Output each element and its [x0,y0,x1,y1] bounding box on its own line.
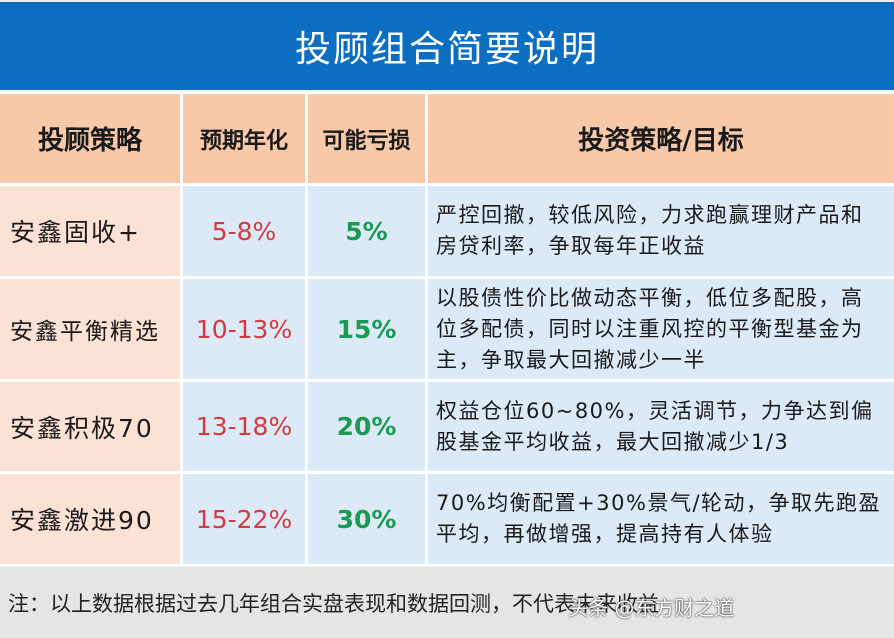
page-title: 投顾组合简要说明 [294,29,599,70]
row-1-strategy: 严控回撤，较低风险，力求跑赢理财产品和房贷利率，争取每年正收益 [428,186,894,276]
row-1-name: 安鑫固收+ [0,186,180,276]
row-1-expected-return: 5-8% [183,186,305,276]
row-3-strategy: 权益仓位60~80%，灵活调节，力争达到偏股基金平均收益，最大回撤减少1/3 [428,382,894,471]
title-banner: 投顾组合简要说明 [0,0,894,90]
watermark: 头条 @东方财之道 [568,596,735,620]
row-3-expected-return: 13-18% [183,382,305,471]
header-possible-loss: 可能亏损 [308,94,425,183]
row-1-possible-loss: 5% [308,186,425,276]
header-strategy: 投顾策略 [0,94,180,183]
row-3-possible-loss: 20% [308,382,425,471]
row-2-name: 安鑫平衡精选 [0,279,180,379]
row-4-strategy: 70%均衡配置+30%景气/轮动，争取先跑盈平均，再做增强，提高持有人体验 [428,474,894,564]
header-investment-goal: 投资策略/目标 [428,94,894,183]
footnote-text: 注：以上数据根据过去几年组合实盘表现和数据回测，不代表未来收益 [8,591,659,616]
row-4-expected-return: 15-22% [183,474,305,564]
portfolio-table: 投顾策略 预期年化 可能亏损 投资策略/目标 安鑫固收+ 5-8% 5% 严控回… [0,92,894,566]
header-expected-return: 预期年化 [183,94,305,183]
row-4-possible-loss: 30% [308,474,425,564]
row-2-expected-return: 10-13% [183,279,305,379]
row-2-strategy: 以股债性价比做动态平衡，低位多配股，高位多配债，同时以注重风控的平衡型基金为主，… [428,279,894,379]
footnote: 注：以上数据根据过去几年组合实盘表现和数据回测，不代表未来收益 [0,567,894,638]
row-3-name: 安鑫积极70 [0,382,180,471]
row-4-name: 安鑫激进90 [0,474,180,564]
row-2-possible-loss: 15% [308,279,425,379]
